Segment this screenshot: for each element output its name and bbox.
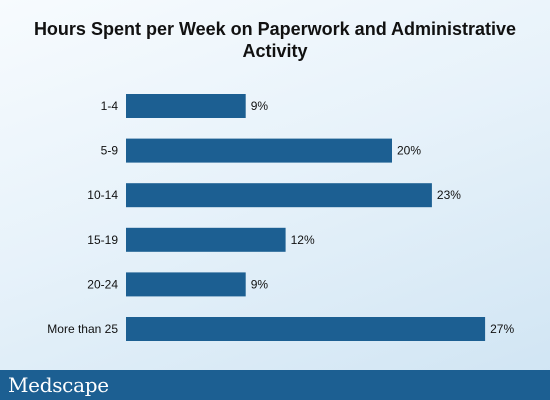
medscape-logo: Medscape <box>8 373 109 397</box>
category-label: 10-14 <box>87 188 118 202</box>
category-label: 5-9 <box>101 144 119 158</box>
bar <box>126 183 432 208</box>
bar-chart: 1-4 9% 5-9 20% 10-14 23% 15-19 12% 20-24 9% More t… <box>47 94 514 341</box>
bar <box>126 227 286 252</box>
category-label: 1-4 <box>101 99 119 113</box>
bar <box>126 317 486 341</box>
data-label: 27% <box>490 322 514 336</box>
bar <box>126 138 392 163</box>
footer-bar: Medscape <box>0 370 550 400</box>
bar <box>126 94 246 118</box>
category-label: 20-24 <box>87 277 118 291</box>
data-label: 20% <box>397 144 421 158</box>
data-label: 9% <box>251 99 269 113</box>
bar <box>126 272 246 297</box>
category-label: More than 25 <box>47 322 118 336</box>
data-label: 12% <box>291 233 315 247</box>
chart-title: Hours Spent per Week on Paperwork and Ad… <box>33 19 517 61</box>
data-label: 9% <box>251 277 269 291</box>
category-label: 15-19 <box>87 233 118 247</box>
data-label: 23% <box>437 188 461 202</box>
